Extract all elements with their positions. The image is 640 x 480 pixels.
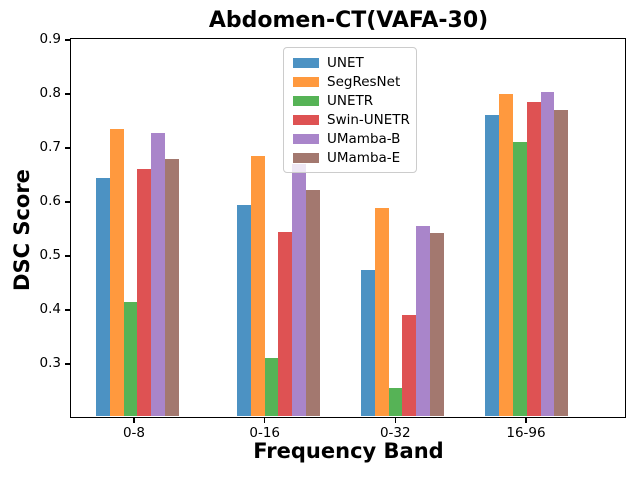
legend-item-segresnet: SegResNet [293,73,408,92]
bar-swin-unetr-0-16 [278,231,293,417]
legend-label: UNET [327,55,364,72]
legend-item-umamba-b: UMamba-B [293,129,408,148]
y-tick-label: 0.7 [39,138,61,155]
bar-umamba-e-0-32 [430,233,444,417]
x-tick-label: 0-8 [122,425,146,442]
x-tick-label: 0-32 [379,425,411,442]
bar-umamba-e-16-96 [554,110,569,417]
x-tick-mark [133,418,135,423]
bar-segresnet-0-32 [374,208,389,417]
x-tick-mark [394,418,397,423]
y-tick-mark [65,93,70,95]
y-tick-mark [65,147,70,149]
x-tick-label: 0-16 [249,425,280,442]
bar-unet-0-8 [96,177,110,417]
y-axis-label: DSC Score [10,169,34,291]
legend-swatch-umamba-b [293,133,319,144]
legend-item-swin-unetr: Swin-UNETR [293,110,410,129]
x-tick-label: 16-96 [506,425,546,442]
bar-unetr-0-16 [264,358,279,417]
bar-unet-0-16 [237,204,251,417]
bar-segresnet-0-16 [250,155,265,417]
bar-umamba-e-0-16 [306,189,320,417]
y-tick-label: 0.6 [39,192,61,209]
bar-segresnet-0-8 [109,128,124,417]
y-tick-label: 0.8 [39,84,61,101]
bar-unetr-0-8 [123,301,138,417]
legend-label: SegResNet [327,74,401,91]
y-tick-mark [65,39,70,41]
y-tick-mark [65,255,70,257]
x-tick-mark [525,418,527,423]
legend: UNET SegResNet UNETR Swin-UNETR UMamba-B UMam… [283,47,417,173]
chart-title: Abdomen-CT(VAFA-30) [208,8,489,33]
y-tick-label: 0.5 [39,246,61,263]
legend-item-unetr: UNETR [293,92,408,111]
legend-item-unet: UNET [293,54,408,73]
legend-label: UMamba-E [327,149,401,166]
legend-swatch-segresnet [293,77,319,88]
bar-unet-0-32 [361,270,375,417]
y-tick-mark [65,309,70,311]
bar-umamba-b-0-32 [416,226,431,417]
bar-umamba-b-0-8 [151,132,166,417]
bar-umamba-e-0-8 [165,158,179,417]
bar-swin-unetr-16-96 [526,101,541,417]
y-tick-label: 0.3 [39,354,61,371]
legend-item-umamba-e: UMamba-E [293,148,408,167]
legend-swatch-unet [293,58,319,69]
y-tick-label: 0.9 [39,30,61,47]
legend-label: UNETR [327,93,374,110]
y-tick-label: 0.4 [39,300,61,317]
legend-swatch-umamba-e [293,152,319,163]
bar-unet-16-96 [485,115,500,417]
legend-label: UMamba-B [327,130,401,147]
bar-unetr-0-32 [388,388,403,417]
legend-label: Swin-UNETR [327,111,410,128]
bar-swin-unetr-0-32 [402,315,417,417]
bar-umamba-b-0-16 [292,164,307,417]
bar-unetr-16-96 [512,142,527,417]
bar-segresnet-16-96 [499,93,513,417]
bar-umamba-b-16-96 [540,92,555,417]
x-axis-label: Frequency Band [253,439,444,463]
y-tick-mark [65,363,70,365]
legend-swatch-swin-unetr [293,114,319,125]
legend-swatch-unetr [293,96,319,107]
y-tick-mark [65,201,70,203]
bar-swin-unetr-0-8 [137,169,152,417]
x-tick-mark [263,418,266,423]
